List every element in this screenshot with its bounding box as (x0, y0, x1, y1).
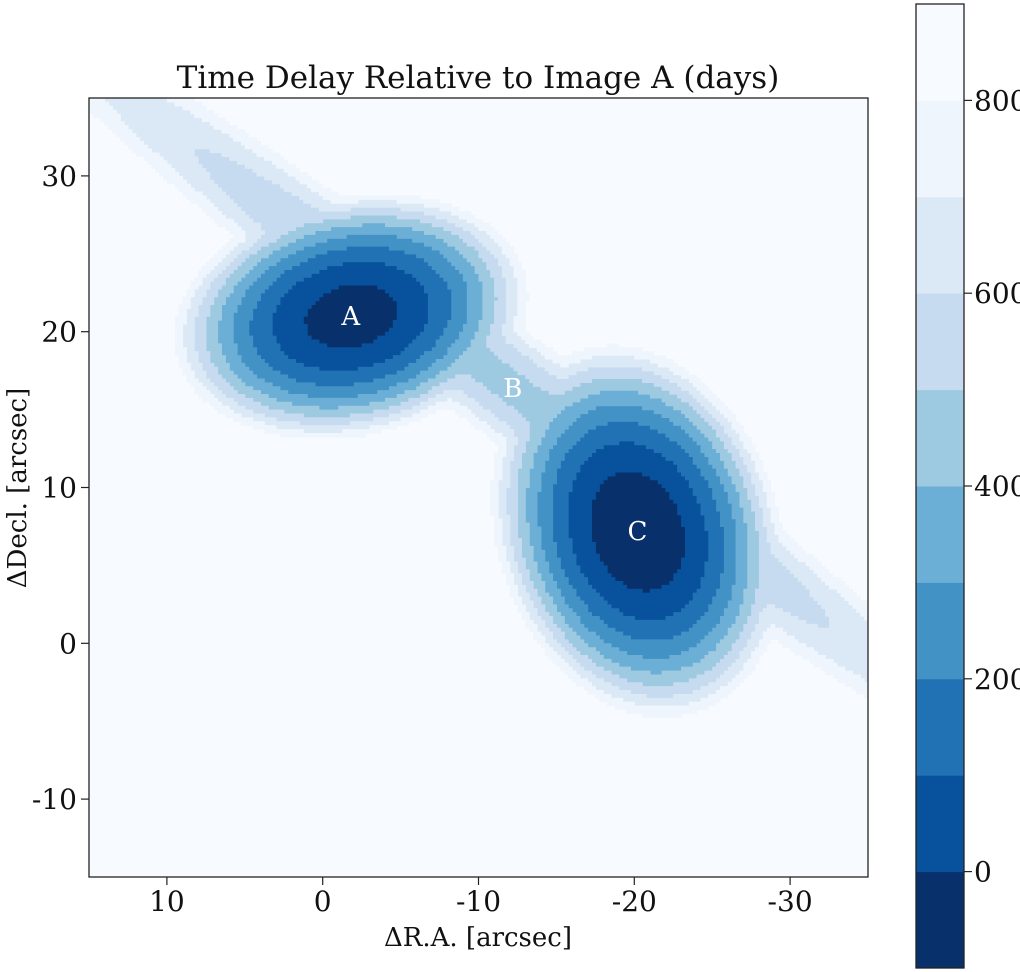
contour-band-400-to-500 (205, 214, 760, 687)
colorbar-segment (916, 582, 964, 680)
x-axis-label: ΔR.A. [arcsec] (384, 923, 572, 953)
contour-band-600-to-700 (104, 98, 868, 707)
contour-band-500-to-600 (194, 148, 830, 699)
y-tick-label: 20 (41, 316, 77, 349)
image-label-b: B (503, 374, 522, 404)
colorbar-segment (916, 871, 964, 969)
y-axis-label: ΔDecl. [arcsec] (3, 388, 33, 588)
y-tick-label: 0 (59, 627, 77, 660)
colorbar-segment (916, 196, 964, 294)
x-tick-label: -20 (612, 885, 657, 918)
contour-fill-group (89, 98, 868, 718)
x-tick-label: -10 (456, 885, 501, 918)
colorbar: 0 200 400 600 800 (915, 3, 1020, 969)
y-tick-label: 10 (41, 472, 77, 505)
colorbar-segment (916, 389, 964, 487)
image-label-c: C (627, 517, 647, 547)
colorbar-segment (916, 100, 964, 198)
colorbar-segment (916, 293, 964, 391)
colorbar-segment (916, 678, 964, 776)
colorbar-tick-label: 200 (974, 663, 1020, 696)
contour-band-0-to-100 (272, 261, 709, 621)
image-labels-group: A B C (340, 302, 647, 547)
x-tick-label: 10 (149, 885, 185, 918)
colorbar-segment (916, 4, 964, 101)
y-tick-label: 30 (41, 160, 77, 193)
y-axis: -10 0 10 20 30 (32, 160, 89, 816)
contour-band--100-to-0 (303, 284, 686, 594)
colorbar-segment (916, 486, 964, 583)
contour-band-700-to-800 (89, 98, 868, 718)
image-label-a: A (340, 302, 361, 332)
x-axis: 10 0 -10 -20 -30 (149, 877, 813, 918)
colorbar-tick-label: 400 (974, 470, 1020, 503)
y-tick-label: -10 (32, 783, 77, 816)
x-tick-label: -30 (768, 885, 813, 918)
colorbar-tick-label: 600 (974, 277, 1020, 310)
colorbar-tick-label: 0 (974, 856, 992, 889)
x-tick-label: 0 (314, 885, 332, 918)
colorbar-tick-label: 800 (974, 84, 1020, 117)
chart-title: Time Delay Relative to Image A (days) (177, 60, 780, 96)
colorbar-segment (916, 775, 964, 873)
